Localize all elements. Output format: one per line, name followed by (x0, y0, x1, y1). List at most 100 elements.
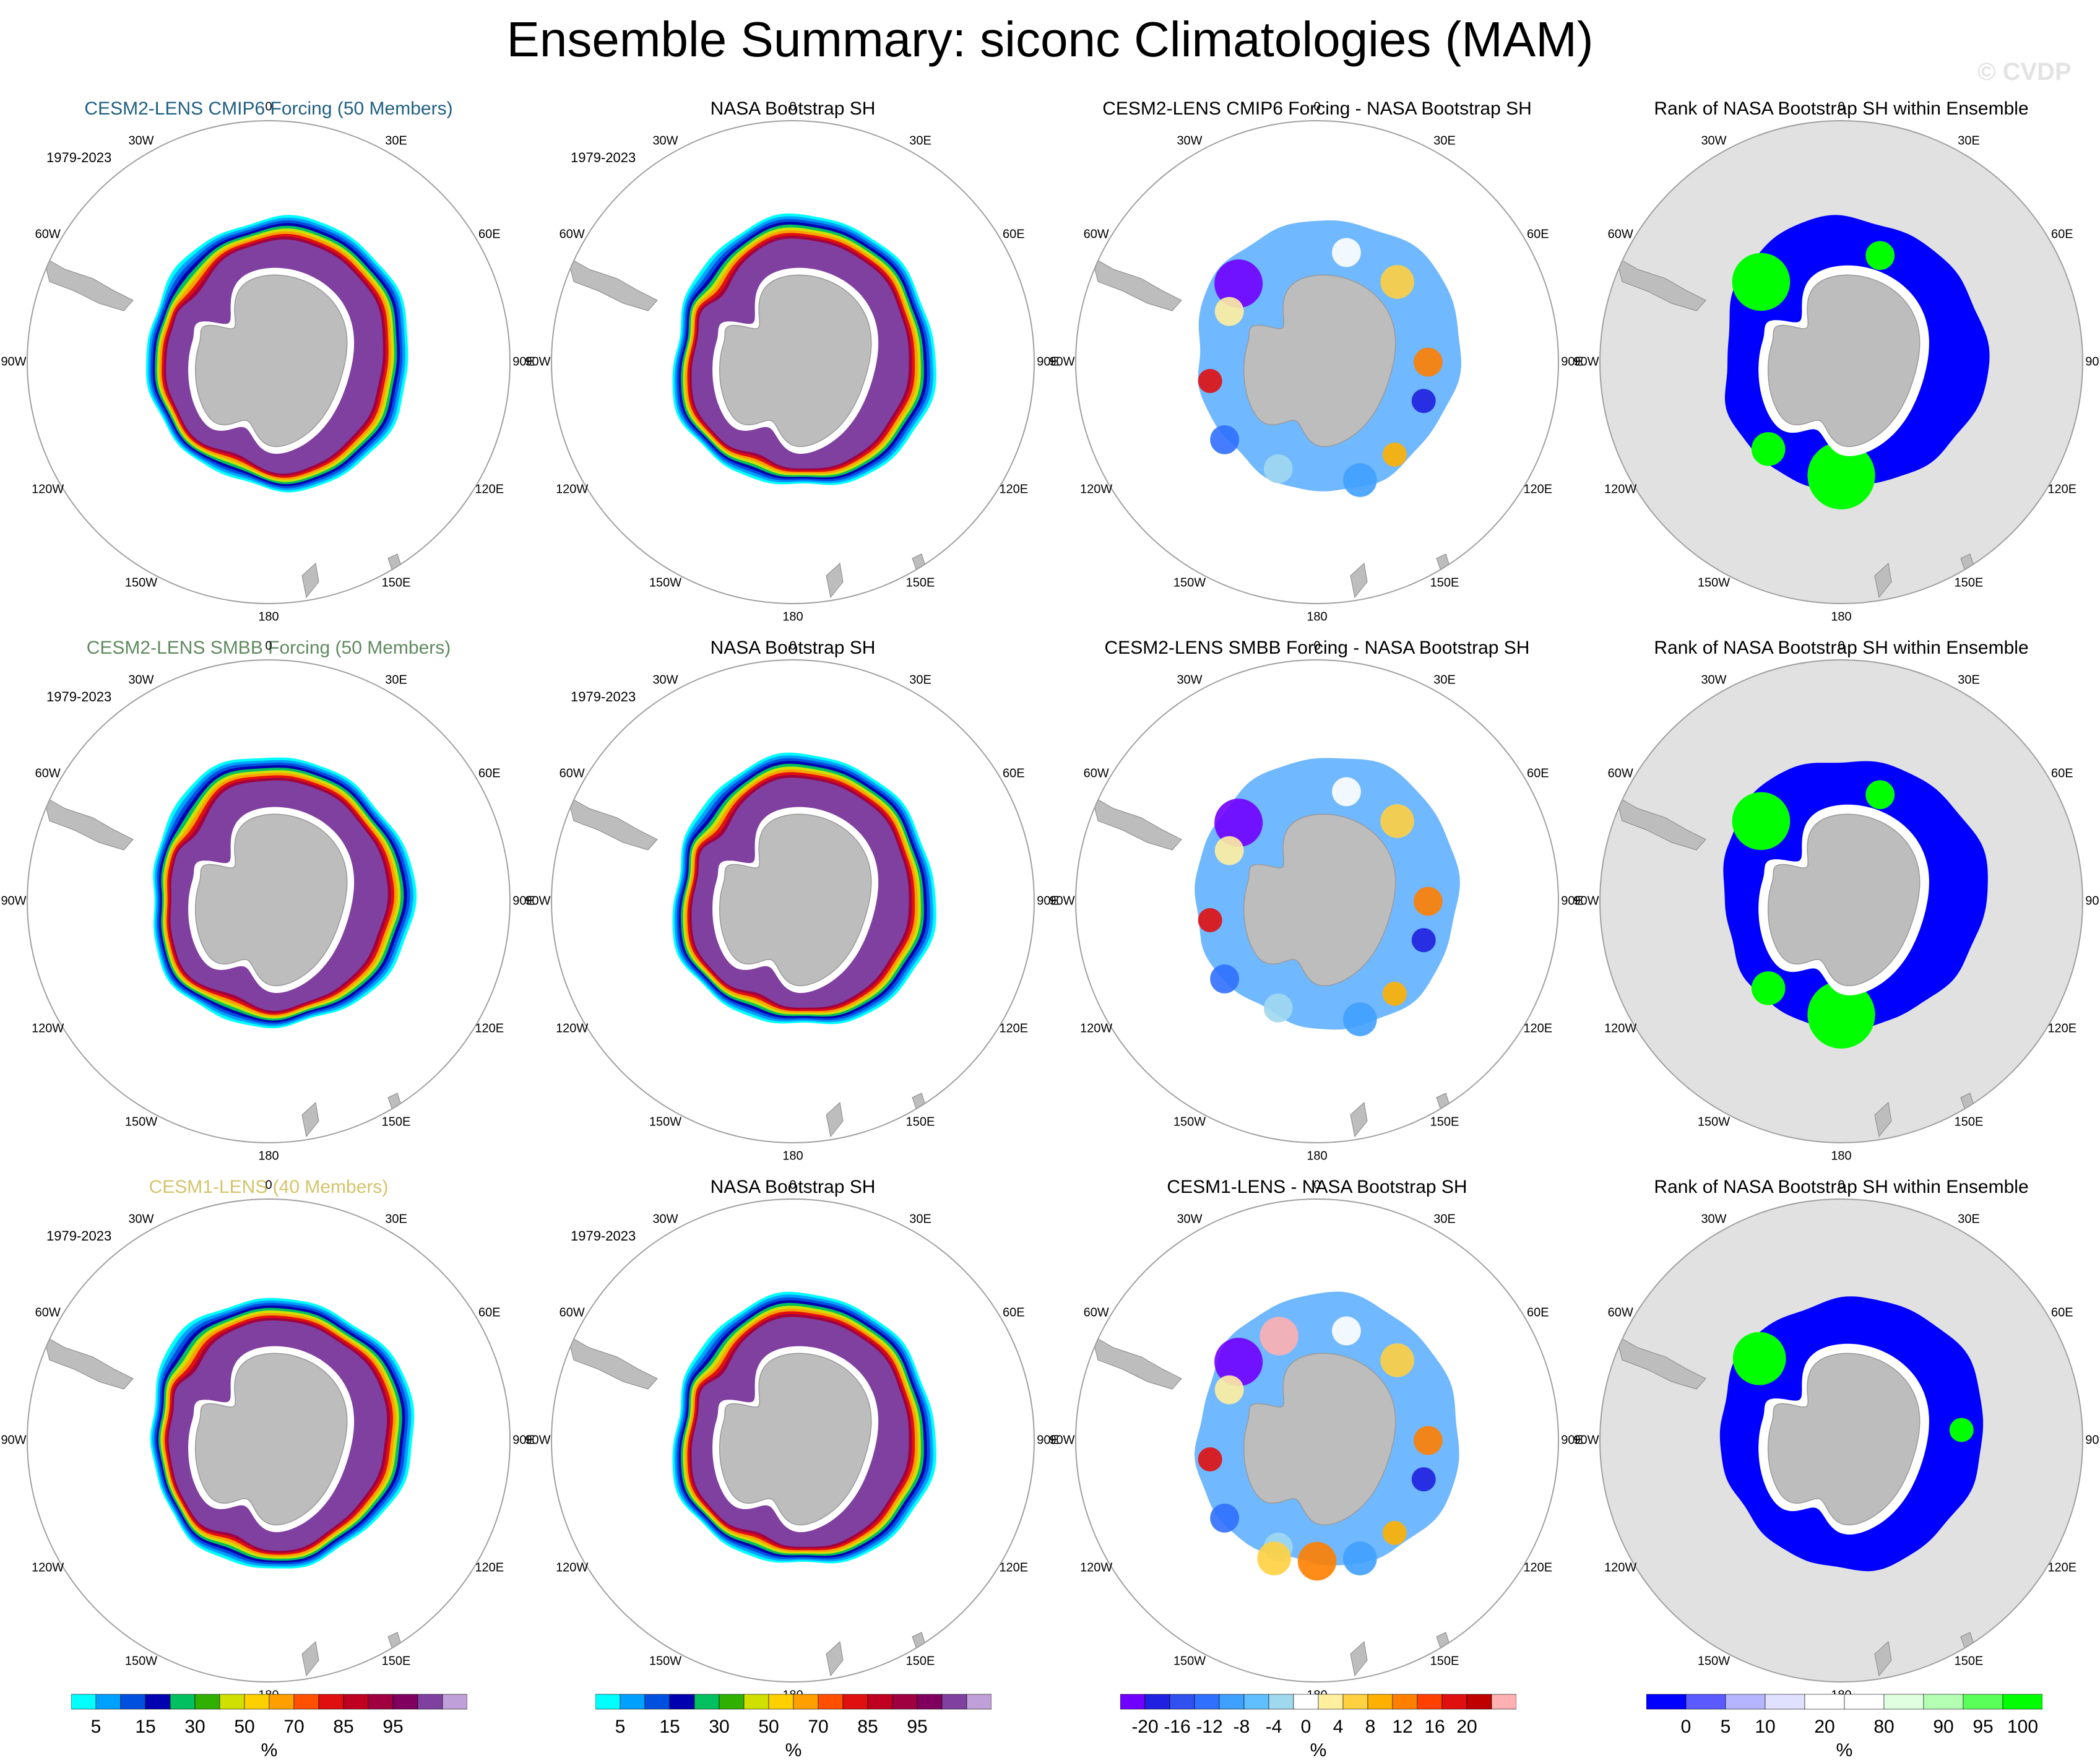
diff-anomaly (1214, 1338, 1263, 1387)
longitude-label: 60E (478, 766, 501, 781)
colorbar-swatch (1441, 1694, 1467, 1710)
longitude-label: 150W (1173, 576, 1206, 590)
colorbar-swatch (842, 1694, 868, 1710)
new-zealand (1350, 1102, 1368, 1138)
south-america-tip (43, 795, 134, 851)
longitude-label: 150W (649, 576, 682, 590)
diff-anomaly (1198, 368, 1222, 393)
colorbar-units: % (261, 1740, 278, 1761)
longitude-label: 0 (1838, 100, 1845, 114)
colorbar-tick-label: -20 (1131, 1717, 1159, 1737)
map-panel-clim: NASA Bootstrap SH 1979-2023 0 30E 60E 90E 120E… (525, 93, 1058, 632)
longitude-label: 150E (905, 1115, 935, 1129)
longitude-label: 150E (1954, 1654, 1984, 1668)
colorbar-swatch (1367, 1694, 1393, 1710)
colorbar-swatches (1646, 1694, 2042, 1710)
period-label: 1979-2023 (571, 1228, 636, 1244)
colorbar-tick-label: 30 (709, 1717, 730, 1737)
diff-anomaly (1382, 442, 1407, 467)
longitude-label: 90W (1573, 1433, 1599, 1447)
colorbar-swatch (1243, 1694, 1269, 1710)
map-boundary (1599, 1198, 2083, 1683)
colorbar-swatch (1685, 1694, 1726, 1710)
longitude-label: 120E (1523, 1561, 1553, 1575)
diff-anomaly (1214, 297, 1244, 326)
map-boundary (551, 659, 1035, 1143)
colorbar-swatch (392, 1694, 418, 1710)
longitude-label: 60W (1607, 227, 1633, 241)
longitude-label: 150E (381, 1115, 411, 1129)
colorbar-swatch (1491, 1694, 1516, 1710)
longitude-label: 150W (124, 1115, 158, 1129)
longitude-label: 30E (1433, 1212, 1456, 1226)
antarctica-landmass (1243, 1353, 1396, 1526)
colorbar-swatch (244, 1694, 270, 1710)
longitude-label: 90E (1037, 1433, 1059, 1447)
longitude-label: 30E (1958, 1212, 1980, 1226)
longitude-label: 180 (1831, 1149, 1852, 1163)
antarctica-landmass (719, 813, 872, 987)
longitude-label: 0 (1838, 1178, 1845, 1192)
colorbar-tick-label: 90 (1933, 1717, 1954, 1737)
panel-title: CESM1-LENS - NASA Bootstrap SH (1167, 1177, 1467, 1197)
polar-map (551, 659, 1035, 1143)
colorbar-swatch (768, 1694, 794, 1710)
longitude-label: 90E (1037, 894, 1059, 908)
colorbar-tick-label: 4 (1333, 1717, 1344, 1737)
antarctica-landmass (1243, 813, 1396, 987)
longitude-label: 90E (2085, 1433, 2100, 1447)
panel-title: NASA Bootstrap SH (710, 98, 876, 119)
colorbar-tick-label: 5 (615, 1717, 626, 1737)
new-zealand (826, 1102, 844, 1138)
colorbar-swatch (1318, 1694, 1344, 1710)
period-label: 1979-2023 (46, 150, 112, 165)
longitude-label: 120E (475, 1561, 504, 1575)
colorbar-swatch (1417, 1694, 1443, 1710)
longitude-label: 180 (1831, 610, 1852, 624)
map-boundary (551, 1198, 1035, 1683)
longitude-label: 30E (909, 673, 931, 687)
longitude-label: 60W (35, 766, 61, 781)
diff-anomaly (1380, 1343, 1414, 1377)
colorbar-swatch (2002, 1694, 2042, 1710)
diff-anomaly (1343, 1002, 1377, 1036)
longitude-label: 90E (1561, 894, 1583, 908)
longitude-label: 150W (1697, 1654, 1731, 1668)
cvdp-watermark: © CVDP (1977, 58, 2072, 85)
colorbar-swatch (1268, 1694, 1294, 1710)
colorbar-swatch (269, 1694, 295, 1710)
longitude-label: 30W (652, 1212, 678, 1226)
longitude-label: 150E (905, 576, 935, 590)
colorbar-swatch (966, 1694, 992, 1710)
colorbar-swatch (644, 1694, 670, 1710)
new-zealand (1874, 1641, 1892, 1677)
longitude-label: 60E (2051, 227, 2073, 241)
colorbar-swatch (442, 1694, 467, 1710)
south-america-tip (1615, 1334, 1706, 1390)
map-panel-clim: CESM2-LENS CMIP6 Forcing (50 Members) 197… (1, 93, 534, 632)
colorbar-swatch (1466, 1694, 1492, 1710)
longitude-label: 90W (525, 355, 551, 369)
map-panel-diff: CESM1-LENS - NASA Bootstrap SH 0 30E 60E 90E… (1049, 1171, 1583, 1710)
longitude-label: 150E (1954, 576, 1984, 590)
polar-map (1599, 659, 2083, 1143)
colorbar-tick-label: -16 (1164, 1717, 1191, 1737)
longitude-label: 30W (1177, 1212, 1203, 1226)
longitude-label: 180 (258, 1149, 279, 1163)
longitude-label: 150W (124, 1654, 158, 1668)
diff-anomaly (1210, 425, 1240, 454)
new-zealand (301, 563, 319, 599)
diff-anomaly (1414, 1426, 1443, 1455)
south-america-tip (43, 256, 134, 311)
colorbar-swatches (71, 1694, 467, 1710)
map-panel-diff: CESM2-LENS CMIP6 Forcing - NASA Bootstra… (1049, 93, 1583, 632)
antarctica-landmass (1767, 813, 1921, 987)
longitude-label: 90E (2085, 355, 2100, 369)
colorbar-swatch (595, 1694, 621, 1710)
longitude-label: 90W (1049, 1433, 1075, 1447)
colorbar-swatch (669, 1694, 695, 1710)
map-boundary (1075, 659, 1559, 1143)
polar-map (27, 659, 511, 1143)
diff-anomaly (1382, 1520, 1407, 1545)
map-boundary (27, 120, 511, 604)
